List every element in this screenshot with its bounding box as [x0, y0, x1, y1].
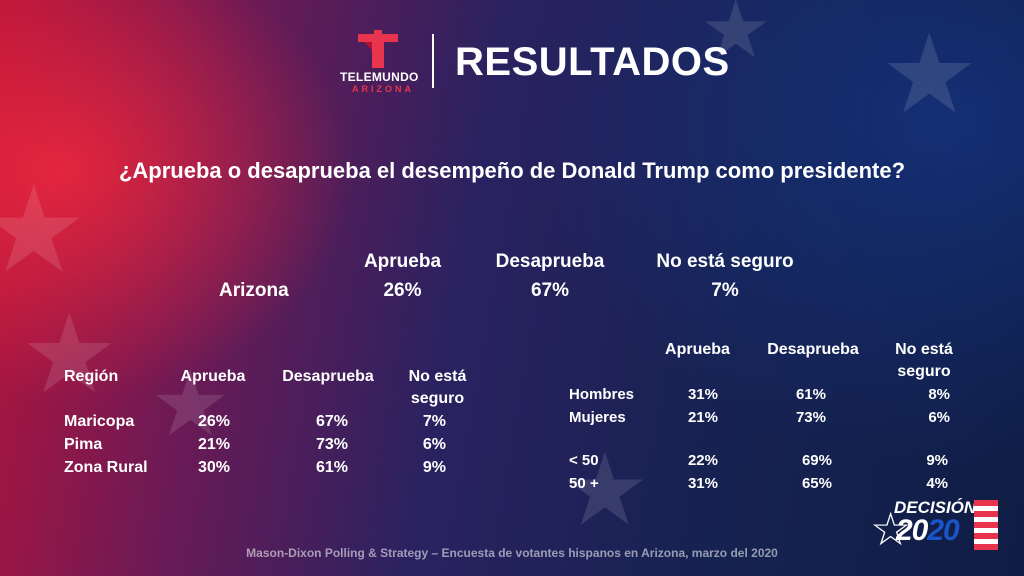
statewide-col-disapprove: Desaprueba [495, 251, 605, 272]
background-star-icon: ★ [150, 355, 231, 455]
badge-word: DECISIÓN [894, 498, 977, 517]
logo-wordmark: TELEMUNDO [340, 70, 419, 84]
statewide-value-disapprove: 67% [530, 280, 570, 301]
telemundo-logo-icon [358, 30, 398, 68]
decision-2020-logo: ☆ DECISIÓN 2020 [870, 498, 1000, 554]
demo-row-disapprove: 65% [801, 475, 832, 492]
star-icon: ☆ [870, 503, 912, 555]
background-star-icon: ★ [700, 0, 772, 74]
statewide-col-approve: Aprueba [363, 251, 442, 272]
demo-row-disapprove: 69% [801, 452, 832, 469]
demo-row-unsure: 9% [926, 452, 948, 469]
region-row-approve: 30% [197, 459, 230, 476]
background-star-icon: ★ [880, 13, 979, 136]
demo-header-unsure-1: No está [895, 341, 953, 358]
region-row-name: Zona Rural [64, 459, 148, 476]
statewide-col-unsure: No está seguro [656, 251, 794, 272]
demo-header-disapprove: Desaprueba [767, 341, 859, 358]
region-row-name: Maricopa [64, 413, 135, 430]
demo-row-name: Hombres [569, 386, 635, 403]
page-title: RESULTADOS [455, 40, 730, 84]
statewide-label: Arizona [219, 280, 289, 301]
demo-header-unsure-2: seguro [897, 363, 951, 380]
background-star-icon: ★ [0, 163, 88, 297]
demo-row-approve: 31% [687, 475, 718, 492]
logo-subtitle: ARIZONA [352, 84, 414, 94]
demo-row-unsure: 8% [928, 386, 950, 403]
region-row-disapprove: 73% [315, 436, 348, 453]
demo-row-name: < 50 [569, 452, 599, 469]
demo-row-name: 50 + [569, 475, 599, 492]
demo-row-approve: 31% [687, 386, 718, 403]
region-row-approve: 26% [197, 413, 230, 430]
header-divider [432, 34, 434, 88]
demo-row-disapprove: 61% [795, 386, 826, 403]
region-header-approve: Aprueba [180, 368, 246, 385]
region-header-unsure-1: No está [408, 368, 467, 385]
demo-row-approve: 22% [687, 452, 718, 469]
region-row-unsure: 7% [422, 413, 446, 430]
source-footnote: Mason-Dixon Polling & Strategy – Encuest… [246, 546, 778, 560]
flag-stripes-icon [974, 500, 998, 550]
demo-row-disapprove: 73% [795, 409, 826, 426]
region-row-disapprove: 61% [315, 459, 348, 476]
demo-header-approve: Aprueba [665, 341, 730, 358]
badge-year-a: 20 [896, 514, 928, 547]
demo-row-name: Mujeres [569, 409, 626, 426]
region-header-unsure-2: seguro [410, 390, 465, 407]
statewide-value-approve: 26% [383, 280, 422, 301]
region-row-disapprove: 67% [315, 413, 348, 430]
region-row-name: Pima [64, 436, 103, 453]
region-header-region: Región [64, 368, 119, 385]
badge-year-b: 20 [927, 514, 959, 547]
region-row-unsure: 6% [422, 436, 446, 453]
region-header-disapprove: Desaprueba [282, 368, 374, 385]
poll-question: ¿Aprueba o desaprueba el desempeño de Do… [118, 158, 906, 183]
badge-year: 2020 [896, 514, 960, 548]
region-row-unsure: 9% [422, 459, 446, 476]
statewide-value-unsure: 7% [711, 280, 739, 301]
demo-row-unsure: 6% [928, 409, 950, 426]
background-star-icon: ★ [20, 293, 119, 416]
demo-row-approve: 21% [687, 409, 718, 426]
demo-row-unsure: 4% [926, 475, 948, 492]
region-row-approve: 21% [197, 436, 230, 453]
background-star-icon: ★ [560, 434, 650, 546]
